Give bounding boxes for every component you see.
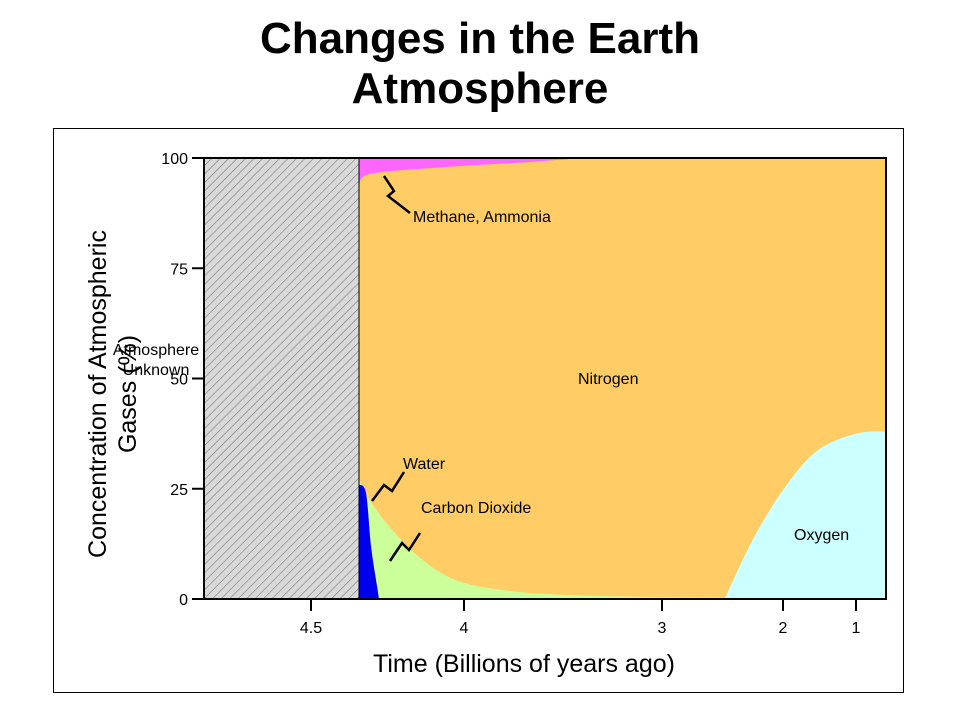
carbon-dioxide-area — [358, 453, 886, 599]
carbon-dioxide-label: Carbon Dioxide — [421, 500, 531, 517]
oxygen-label: Oxygen — [794, 527, 849, 544]
methane-ammonia-label: Methane, Ammonia — [413, 209, 551, 226]
title-line-2: Atmosphere — [351, 64, 609, 113]
y-tick-label: 100 — [161, 151, 188, 168]
x-axis-title: Time (Billions of years ago) — [373, 650, 675, 678]
slide-title: Changes in the Earth Atmosphere — [0, 14, 960, 114]
title-line-1: Changes in the Earth — [259, 14, 701, 63]
y-axis-title-line-1: Concentration of Atmospheric — [84, 230, 112, 558]
nitrogen-label: Nitrogen — [578, 371, 638, 388]
unknown-label-line-2: Unknown — [123, 362, 190, 379]
methane-leader-line — [382, 175, 411, 214]
oxygen-area — [724, 431, 886, 599]
chart-frame: 0 25 50 75 100 4.5 4 3 2 1 Atmosphere Unknown Me… — [53, 128, 904, 693]
unknown-label-line-1: Atmosphere — [113, 342, 199, 359]
y-tick-label: 50 — [170, 372, 188, 389]
y-axis-title-line-2: Gases (%) — [114, 335, 142, 453]
water-label: Water — [403, 456, 446, 473]
x-tick-label: 2 — [779, 620, 788, 637]
co2-leader-line — [388, 532, 422, 562]
water-leader-line — [371, 471, 406, 502]
x-tick-label: 4.5 — [300, 620, 322, 637]
y-tick-label: 0 — [179, 592, 188, 609]
x-tick-label: 3 — [658, 620, 667, 637]
nitrogen-area — [359, 158, 886, 599]
unknown-region — [203, 157, 360, 600]
water-area — [359, 484, 379, 599]
methane-ammonia-area — [359, 158, 583, 185]
y-tick-label: 25 — [170, 482, 188, 499]
x-tick-label: 1 — [852, 620, 861, 637]
y-axis-ticks: 0 25 50 75 100 — [161, 151, 204, 609]
x-axis-ticks: 4.5 4 3 2 1 — [300, 599, 861, 637]
y-tick-label: 75 — [170, 261, 188, 278]
x-tick-label: 4 — [460, 620, 469, 637]
chart-svg: 0 25 50 75 100 4.5 4 3 2 1 Atmosphere Unknown Me… — [84, 151, 887, 678]
